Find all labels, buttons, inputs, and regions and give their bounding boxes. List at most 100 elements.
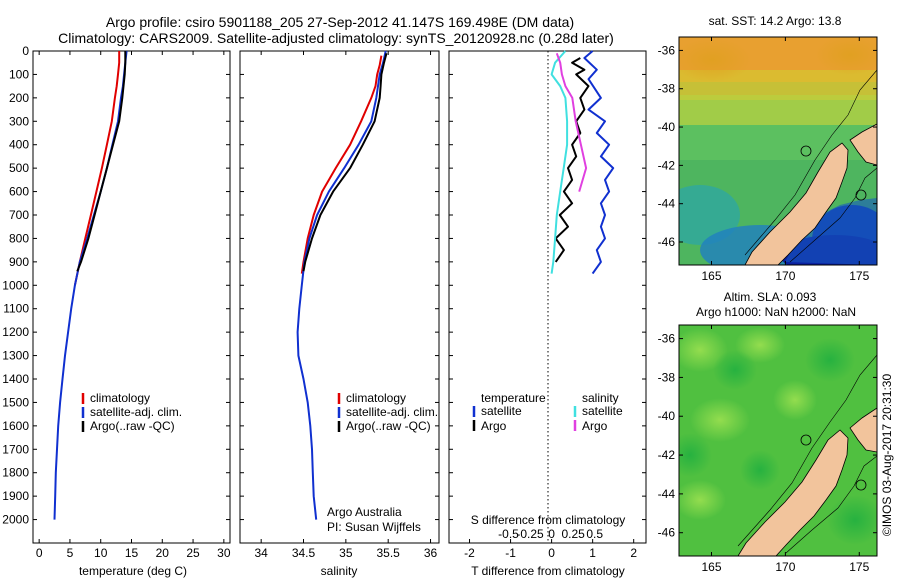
x-tick-label: 10 [94, 546, 108, 560]
bathymetry-contour-east [789, 167, 877, 263]
temperature-panel: 0100200300400500600700800900100011001200… [2, 44, 231, 578]
legend-label-satellite: satellite-adj. clim. [346, 405, 438, 419]
y-tick-label: 1400 [2, 372, 29, 386]
x-tick-label: 20 [156, 546, 170, 560]
bathymetry-contour [744, 69, 877, 256]
x-tick-label: 35.5 [377, 546, 401, 560]
salinity-x-ticks: 34 34.5 35 35.5 36 [254, 51, 438, 560]
legend-label-argo: Argo(..raw -QC) [90, 419, 175, 433]
s-tick-label: -0.25 [516, 527, 544, 541]
sst-map-title: sat. SST: 14.2 Argo: 13.8 [709, 14, 842, 28]
map-y-tick-label: -44 [658, 197, 676, 211]
temperature-legend: climatology satellite-adj. clim. Argo(..… [81, 391, 182, 433]
x-tick-label: 1 [589, 546, 596, 560]
salinity-panel: 34 34.5 35 35.5 36 climatology satellite-adj… [239, 50, 440, 578]
legend-title-temperature: temperature [481, 391, 546, 405]
s-difference-label: S difference from climatology [471, 513, 626, 527]
map-y-tick-label: -40 [658, 409, 676, 423]
map-y-tick-label: -42 [658, 448, 676, 462]
y-tick-label: 100 [9, 67, 29, 81]
temperature-y-ticks: 0 100 200 300 400 500 600 700 800 900 1000 1100 1200… [2, 44, 230, 527]
y-tick-label: 1000 [2, 278, 29, 292]
map-marker-east [855, 189, 867, 201]
series-line-s-satellite [550, 50, 569, 274]
map-y-tick-label: -46 [658, 235, 676, 249]
y-tick-label: 300 [9, 114, 29, 128]
y-tick-label: 0 [22, 44, 29, 58]
legend-label-s-satellite: satellite [582, 404, 623, 418]
x-tick-label: 34 [254, 546, 268, 560]
sst-map-ticks: 165 170 175 -36 -38 -40 -42 -44 -46 [658, 37, 877, 283]
argo-float-marker [800, 145, 812, 157]
sla-map-frame [678, 324, 878, 557]
x-tick-label: -2 [464, 546, 475, 560]
salinity-annotation-line2: PI: Susan Wijffels [327, 520, 421, 534]
x-tick-label: 35 [339, 546, 353, 560]
s-tick-label: 0 [548, 527, 555, 541]
temperature-series [53, 50, 128, 520]
y-tick-label: 1500 [2, 395, 29, 409]
s-tick-label: -0.5 [498, 527, 519, 541]
map-y-tick-label: -46 [658, 526, 676, 540]
sla-map-image [679, 325, 877, 556]
map-y-tick-label: -44 [658, 487, 676, 501]
x-tick-label: 30 [217, 546, 231, 560]
y-tick-label: 700 [9, 208, 29, 222]
x-tick-label: 0 [36, 546, 43, 560]
y-tick-label: 2000 [2, 513, 29, 527]
sst-map-image [679, 37, 877, 265]
imos-credit: ©IMOS 03-Aug-2017 20:31:30 [880, 374, 894, 537]
difference-legend: temperature satellite Argo salinity sate… [472, 391, 623, 433]
coastline-north-island [849, 407, 877, 453]
y-tick-label: 1200 [2, 325, 29, 339]
sla-map-ticks: 165 170 175 -36 -38 -40 -42 -44 -46 [658, 325, 877, 574]
x-tick-label: 2 [630, 546, 637, 560]
y-tick-label: 800 [9, 231, 29, 245]
y-tick-label: 600 [9, 185, 29, 199]
coastline-north-island [849, 123, 877, 166]
series-line-satellite-adj-clim- [53, 50, 128, 520]
legend-title-salinity: salinity [582, 391, 619, 405]
map-y-tick-label: -36 [658, 43, 676, 57]
salinity-y-ticks [240, 50, 439, 521]
x-tick-label: 25 [186, 546, 200, 560]
bathymetry-contour-east [785, 455, 877, 554]
s-tick-label: 0.25 [561, 527, 585, 541]
legend-label-climatology: climatology [346, 391, 406, 405]
x-tick-label: -1 [505, 546, 516, 560]
series-line-t-argo [554, 57, 590, 263]
s-difference-ticks: -0.5-0.25 0 0.25 0.5 [498, 527, 603, 541]
map-x-tick-label: 170 [775, 269, 795, 283]
series-line-t-satellite [583, 50, 615, 275]
y-tick-label: 1700 [2, 442, 29, 456]
x-tick-label: 34.5 [292, 546, 316, 560]
legend-label-t-satellite: satellite [481, 404, 522, 418]
legend-label-climatology: climatology [90, 391, 150, 405]
map-x-tick-label: 165 [701, 269, 721, 283]
legend-label-satellite: satellite-adj. clim. [90, 405, 182, 419]
y-tick-label: 400 [9, 138, 29, 152]
salinity-annotation-line1: Argo Australia [327, 505, 402, 519]
salinity-legend: climatology satellite-adj. clim. Argo(..… [337, 391, 438, 433]
legend-label-t-argo: Argo [481, 419, 507, 433]
map-y-tick-label: -36 [658, 332, 676, 346]
difference-x-ticks: -2 -1 0 1 2 [449, 50, 646, 560]
series-line-climatology [300, 55, 383, 274]
map-y-tick-label: -38 [658, 82, 676, 96]
x-tick-label: 15 [125, 546, 139, 560]
y-tick-label: 1900 [2, 489, 29, 503]
sla-map-panel: Altim. SLA: 0.093 Argo h1000: NaN h2000:… [658, 290, 878, 574]
bathymetry-contour [737, 354, 877, 547]
salinity-axes-frame [239, 50, 440, 544]
x-tick-label: 0 [548, 546, 555, 560]
coastline-south-island [737, 429, 849, 556]
sla-map-title: Altim. SLA: 0.093 [724, 290, 817, 304]
map-x-tick-label: 165 [701, 560, 721, 574]
map-x-tick-label: 175 [849, 269, 869, 283]
map-y-tick-label: -40 [658, 120, 676, 134]
legend-label-argo: Argo(..raw -QC) [346, 419, 431, 433]
s-tick-label: 0.5 [586, 527, 603, 541]
series-line-argo-raw-qc- [302, 53, 388, 272]
y-tick-label: 900 [9, 255, 29, 269]
